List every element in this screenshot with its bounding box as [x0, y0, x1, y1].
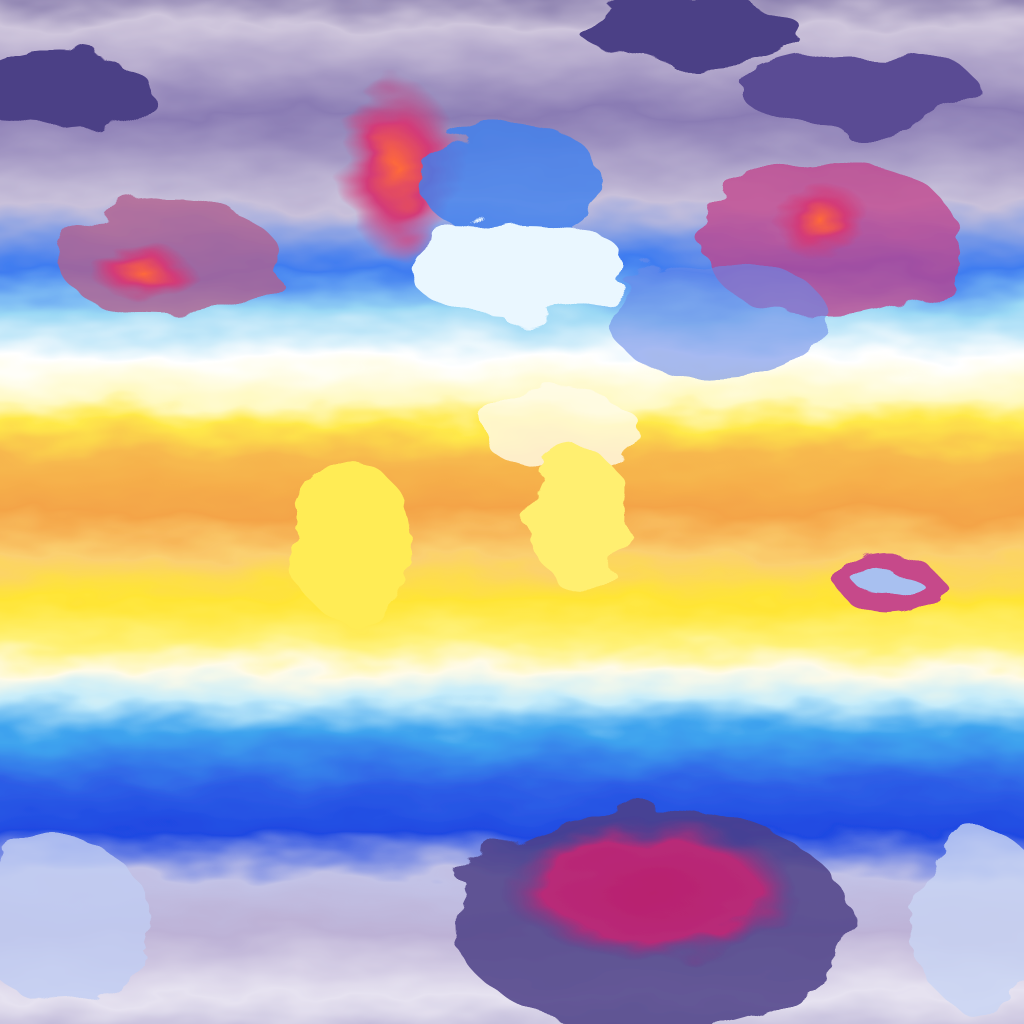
- siberia-core: [770, 180, 870, 260]
- central-asia: [610, 260, 830, 380]
- africa: [530, 450, 630, 590]
- arctic-sea: [420, 120, 600, 240]
- sahara: [480, 390, 640, 470]
- south-pacific: [0, 840, 150, 1000]
- arctic-patch: [740, 50, 980, 130]
- north-atlantic: [410, 220, 630, 320]
- arctic-patch: [0, 50, 150, 130]
- antarctic-plateau: [500, 820, 800, 960]
- north-america-core: [90, 240, 190, 300]
- south-america: [290, 460, 410, 620]
- south-pacific: [910, 830, 1024, 1010]
- arctic-patch: [580, 0, 800, 65]
- australia-core: [860, 569, 920, 601]
- greenland: [340, 80, 460, 260]
